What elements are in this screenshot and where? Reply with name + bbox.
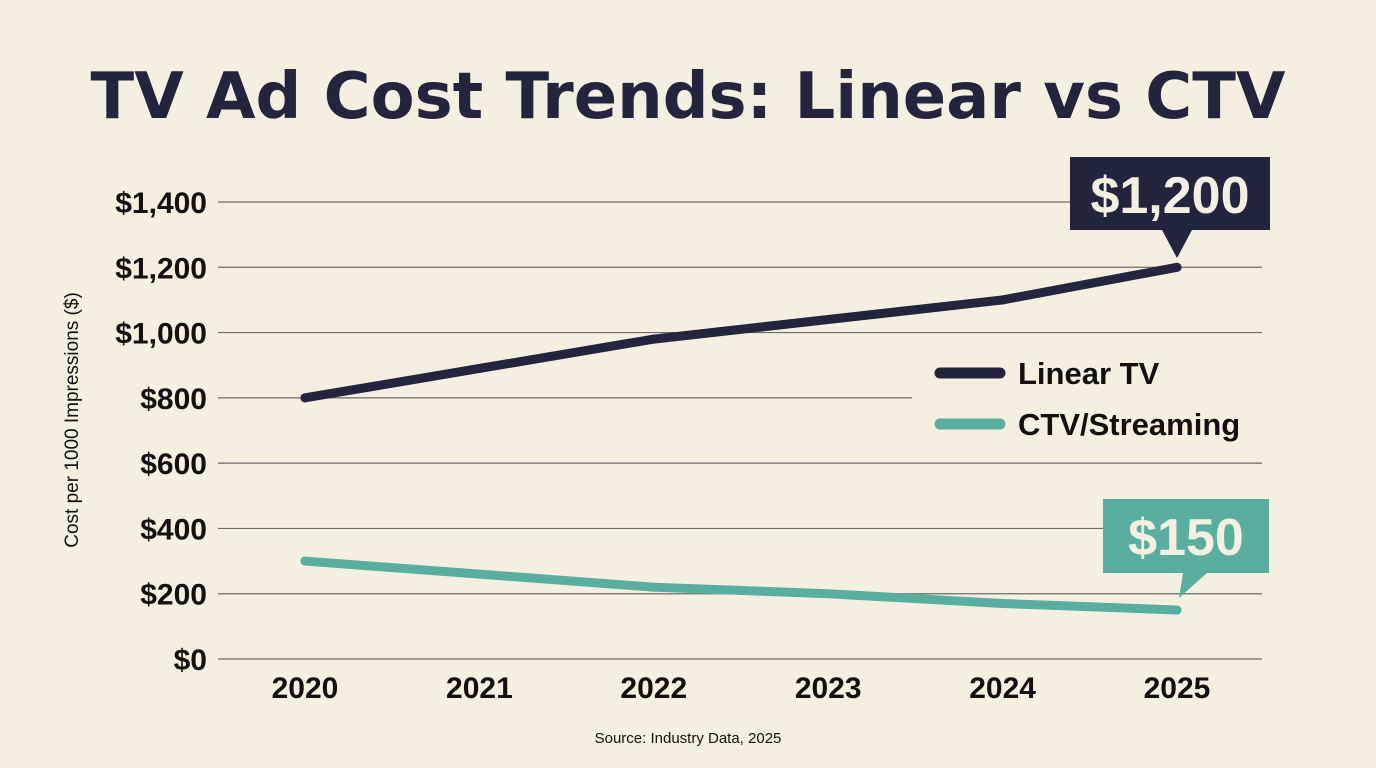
- x-tick-label: 2023: [795, 672, 862, 705]
- data-point: [300, 393, 310, 403]
- legend-label-linear-tv: Linear TV: [1018, 356, 1160, 391]
- source-note: Source: Industry Data, 2025: [595, 730, 782, 747]
- data-point: [649, 334, 659, 344]
- y-tick-labels: $0 $200 $400 $600 $800 $1,000 $1,200 $1,400: [115, 187, 207, 677]
- data-point: [998, 599, 1008, 609]
- annotation-box-ctv-streaming: [1103, 499, 1269, 598]
- data-point: [1172, 605, 1182, 615]
- x-tick-labels: 2020 2021 2022 2023 2024 2025: [272, 672, 1211, 705]
- y-tick-label: $1,200: [115, 252, 207, 285]
- data-point: [474, 363, 484, 373]
- y-tick-label: $600: [140, 448, 207, 481]
- annotation-label-ctv-streaming: $150: [1128, 509, 1244, 567]
- y-tick-label: $400: [140, 513, 207, 546]
- data-point: [823, 315, 833, 325]
- y-axis-label: Cost per 1000 Impressions ($): [62, 292, 83, 548]
- x-tick-label: 2022: [620, 672, 687, 705]
- y-tick-label: $1,400: [115, 187, 207, 220]
- x-tick-label: 2020: [272, 672, 339, 705]
- x-tick-label: 2024: [969, 672, 1036, 705]
- y-tick-label: $0: [174, 644, 207, 677]
- data-point: [823, 589, 833, 599]
- annotation-linear-tv: $1,200: [1070, 157, 1270, 258]
- series-line-ctv-streaming: [300, 556, 1182, 615]
- annotation-box-linear-tv: [1070, 157, 1270, 258]
- series-lines: [300, 262, 1182, 615]
- data-point: [300, 556, 310, 566]
- chart-title: TV Ad Cost Trends: Linear vs CTV: [91, 60, 1286, 134]
- legend-label-ctv-streaming: CTV/Streaming: [1018, 407, 1240, 442]
- data-point: [474, 569, 484, 579]
- x-tick-label: 2021: [446, 672, 513, 705]
- data-point: [1172, 262, 1182, 272]
- data-point: [649, 582, 659, 592]
- y-tick-label: $200: [140, 579, 207, 612]
- y-tick-label: $800: [140, 383, 207, 416]
- legend: Linear TV CTV/Streaming: [934, 356, 1240, 442]
- x-tick-label: 2025: [1144, 672, 1211, 705]
- data-point: [998, 295, 1008, 305]
- series-line-linear-tv: [300, 262, 1182, 403]
- annotation-label-linear-tv: $1,200: [1090, 167, 1249, 225]
- annotation-ctv-streaming: $150: [1103, 499, 1269, 598]
- y-tick-label: $1,000: [115, 318, 207, 351]
